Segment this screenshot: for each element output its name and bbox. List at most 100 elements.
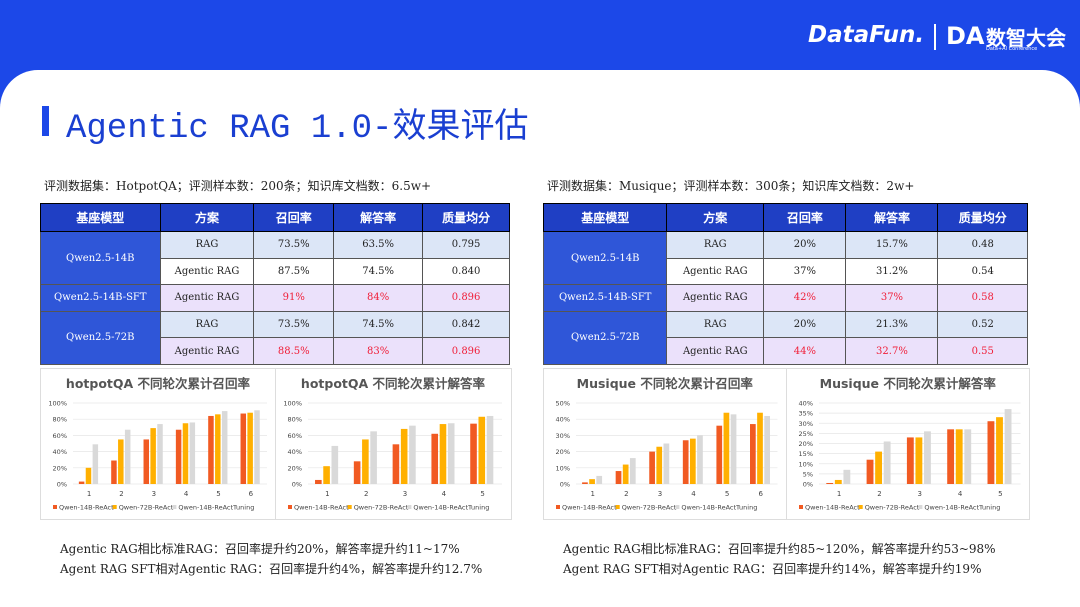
bar (447, 423, 455, 484)
x-tick-label: 4 (691, 490, 696, 498)
bar (963, 429, 971, 484)
y-tick-label: 20% (288, 464, 302, 472)
value-cell: 0.48 (937, 231, 1028, 259)
bar (914, 437, 922, 484)
value-cell: 87.5% (253, 257, 335, 286)
chart: Musique 不同轮次累计解答率 0% 5% 10% 15% 20% 25% 30% 35% 4… (798, 376, 1020, 512)
bar (124, 429, 131, 484)
bar (208, 415, 214, 484)
value-cell: 0.896 (422, 337, 510, 365)
table-row: Qwen2.5-72B RAG 20% 21.3% 0.52 (542, 310, 1028, 365)
chart-title: Musique 不同轮次累计解答率 (819, 376, 996, 391)
bar (362, 439, 369, 484)
bar (118, 439, 124, 484)
results-table: 基座模型 方案 召回率 解答率 质量均分 Qwen2.5-14B RAG 20% 15.7% 0.… (542, 203, 1028, 365)
header-cell: 方案 (666, 203, 765, 232)
header-cell: 召回率 (763, 203, 847, 232)
value-cell: 0.52 (937, 310, 1028, 339)
bar (589, 479, 595, 484)
method-cell: Agentic RAG (159, 337, 255, 365)
legend-label: Qwen-14B-ReAct (59, 504, 114, 512)
x-tick-label: 2 (624, 490, 628, 498)
y-tick-label: 40% (556, 416, 570, 424)
legend-swatch (675, 505, 680, 509)
x-tick-label: 4 (957, 490, 962, 498)
bar (906, 437, 914, 484)
table-row: Qwen2.5-14B RAG 20% 15.7% 0.48 (542, 230, 1028, 286)
divider (934, 24, 936, 50)
header-cell: 基座模型 (40, 203, 161, 232)
y-tick-label: 20% (556, 448, 570, 456)
value-cell: 0.795 (422, 231, 510, 259)
bar (439, 424, 447, 484)
legend-swatch (172, 505, 177, 509)
bar (111, 460, 117, 484)
y-tick-label: 0% (57, 481, 67, 489)
y-tick-label: 15% (798, 450, 812, 458)
value-cell: 44% (763, 337, 847, 365)
bar (157, 424, 163, 484)
bar (78, 481, 85, 484)
table-row: Agentic RAG 44% 32.7% 0.55 (544, 337, 1028, 365)
bar (478, 416, 486, 484)
legend-swatch (288, 505, 292, 509)
y-tick-label: 0% (292, 481, 302, 489)
value-cell: 0.58 (937, 284, 1028, 312)
y-tick-label: 30% (556, 432, 570, 440)
conf-name: 数智大会 (986, 26, 1066, 50)
bar (221, 411, 228, 484)
value-cell: 74.5% (333, 310, 424, 339)
bar (331, 445, 339, 484)
bar (663, 443, 670, 484)
legend-label: Qwen-14B-ReAct (562, 504, 617, 512)
chart: hotpotQA 不同轮次累计解答率 0% 20% 40% 60% 80% 100% 1 2 3 4… (283, 376, 502, 512)
bar (689, 438, 696, 484)
x-tick-label: 3 (917, 490, 921, 498)
model-cell: Qwen2.5-14B-SFT (40, 284, 161, 312)
legend-label: Qwen-14B-ReAct (294, 504, 349, 512)
bar (182, 423, 189, 484)
legend-label: Qwen-14B-ReActTuning (178, 504, 254, 512)
bar (874, 451, 882, 484)
table-row: Qwen2.5-14B RAG 73.5% 63.5% 0.795 (40, 230, 510, 286)
table-row: Agentic RAG 88.5% 83% 0.896 (41, 337, 510, 365)
bar (247, 412, 253, 484)
method-cell: Agentic RAG (666, 337, 765, 365)
header-row: 基座模型 方案 召回率 解答率 质量均分 (40, 203, 510, 232)
header-cell: 解答率 (333, 203, 424, 232)
x-tick-label: 1 (87, 490, 91, 498)
value-cell: 84% (333, 284, 424, 312)
legend-label: Qwen-72B-ReAct (354, 504, 409, 512)
table-row: Qwen2.5-72B RAG 73.5% 74.5% 0.842 (40, 310, 510, 365)
method-cell: RAG (159, 310, 255, 339)
bar (842, 469, 850, 484)
dataset-info: 评测数据集：Musique；评测样本数：300条；知识库文档数：2w+ (547, 179, 915, 193)
table-row: Qwen2.5-14B-SFT Agentic RAG 42% 37% 0.58 (542, 284, 1028, 312)
bar (315, 479, 322, 484)
bar (716, 425, 723, 484)
y-tick-label: 80% (53, 416, 67, 424)
bar (987, 421, 994, 484)
bar (254, 410, 260, 484)
bar (470, 423, 477, 484)
bar (955, 429, 963, 484)
bar (834, 479, 842, 484)
bar (656, 446, 663, 484)
chart-title: hotpotQA 不同轮次累计解答率 (301, 376, 486, 391)
method-cell: Agentic RAG (666, 284, 765, 312)
chart-box: Musique 不同轮次累计召回率 0% 10% 20% 30% 40% 50% 1 2 3 4 5 6… (543, 368, 1030, 520)
bar (682, 440, 689, 484)
da-logo: DA (946, 22, 985, 50)
bar (143, 439, 150, 484)
conf-sub: Data+AI Conference (986, 46, 1038, 52)
legend-label: Qwen-14B-ReAct (805, 504, 860, 512)
note: Agent RAG SFT相对Agentic RAG：召回率提升约4%，解答率提… (60, 562, 483, 576)
value-cell: 21.3% (845, 310, 939, 339)
value-cell: 37% (763, 257, 847, 286)
bar (486, 415, 494, 484)
bar (85, 467, 92, 484)
bar (995, 417, 1003, 484)
bar (697, 435, 703, 484)
legend-swatch (53, 505, 57, 509)
method-cell: RAG (666, 310, 765, 339)
